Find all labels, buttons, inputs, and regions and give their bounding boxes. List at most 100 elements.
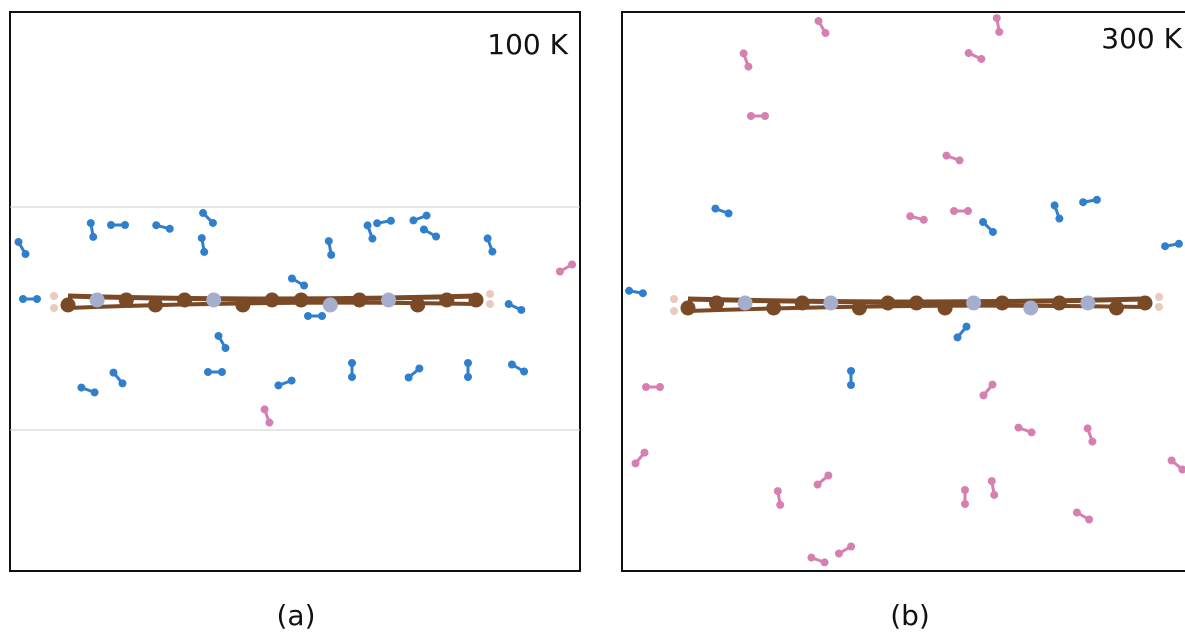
molecule xyxy=(19,295,41,303)
atom xyxy=(847,542,856,551)
molecule xyxy=(814,16,830,38)
atom xyxy=(1174,239,1183,248)
molecule xyxy=(199,209,217,227)
molecule xyxy=(214,331,230,353)
molecule xyxy=(1014,423,1036,437)
atom xyxy=(834,549,843,558)
molecule xyxy=(86,219,98,241)
molecule xyxy=(906,212,928,224)
molecule xyxy=(14,237,30,259)
molecule xyxy=(324,237,336,259)
panel-label: (a) xyxy=(276,599,315,632)
atom xyxy=(381,292,397,308)
molecule xyxy=(274,376,296,390)
atom xyxy=(776,500,785,509)
atom xyxy=(318,312,326,320)
molecule xyxy=(979,218,997,236)
atom xyxy=(1155,293,1163,301)
atom xyxy=(906,212,915,221)
molecule xyxy=(739,49,753,71)
molecule xyxy=(109,368,127,388)
atom xyxy=(995,27,1004,36)
atom xyxy=(300,281,309,290)
molecule xyxy=(847,367,855,389)
atom xyxy=(919,215,928,224)
atom xyxy=(324,237,333,246)
atom xyxy=(1155,303,1163,311)
atom xyxy=(520,367,529,376)
atom xyxy=(909,295,924,311)
atom xyxy=(265,418,274,427)
atom xyxy=(987,477,996,486)
molecule xyxy=(964,49,986,63)
atom xyxy=(1055,214,1064,223)
panel-b: 300 K (b) xyxy=(621,11,1185,632)
molecule xyxy=(942,151,964,165)
atom xyxy=(287,274,296,283)
atom xyxy=(739,49,748,58)
atom xyxy=(979,391,988,400)
atom xyxy=(990,490,999,499)
atom xyxy=(568,260,577,269)
atom xyxy=(994,295,1010,311)
atom xyxy=(966,295,982,311)
atom xyxy=(820,558,829,567)
atom xyxy=(483,234,492,243)
atom xyxy=(107,221,115,229)
atom xyxy=(327,250,336,259)
atom xyxy=(468,292,484,308)
atom xyxy=(260,405,269,414)
atom xyxy=(33,295,41,303)
molecule xyxy=(979,380,997,400)
atom xyxy=(432,232,441,241)
molecule xyxy=(711,204,733,218)
atom xyxy=(274,381,283,390)
atom xyxy=(631,459,640,468)
atom xyxy=(794,295,810,311)
atom xyxy=(363,221,372,230)
atom xyxy=(766,300,782,316)
atom xyxy=(14,237,23,246)
molecule xyxy=(1050,201,1064,223)
atom xyxy=(368,234,377,243)
atom xyxy=(204,368,212,376)
atom xyxy=(1092,195,1101,204)
atom xyxy=(419,225,428,234)
atom xyxy=(200,247,209,256)
molecule xyxy=(77,383,99,397)
atom xyxy=(880,295,896,311)
molecule xyxy=(625,286,647,298)
molecule xyxy=(483,234,497,256)
atom xyxy=(761,112,769,120)
atom xyxy=(89,232,98,241)
atom xyxy=(1051,295,1067,311)
atom xyxy=(208,218,217,227)
molecule xyxy=(260,405,274,427)
molecule xyxy=(950,207,972,215)
atom xyxy=(221,344,230,353)
molecule xyxy=(1161,239,1183,251)
atom xyxy=(50,292,58,300)
molecule xyxy=(197,234,209,256)
atom xyxy=(206,292,222,308)
atom xyxy=(680,300,696,316)
molecule xyxy=(363,221,377,243)
atom xyxy=(152,221,161,230)
atom xyxy=(147,297,163,313)
atom xyxy=(90,388,99,397)
temperature-label: 300 K xyxy=(1101,22,1182,55)
atom xyxy=(488,247,497,256)
atom xyxy=(1088,437,1097,446)
atom xyxy=(348,359,356,367)
atom xyxy=(415,364,424,373)
atom xyxy=(979,218,988,227)
molecule xyxy=(642,383,664,391)
molecule xyxy=(1072,508,1094,524)
atom xyxy=(464,359,472,367)
atom xyxy=(504,300,513,309)
atom xyxy=(486,290,494,298)
atom xyxy=(823,295,839,311)
atom xyxy=(287,376,296,385)
atom xyxy=(264,292,280,308)
